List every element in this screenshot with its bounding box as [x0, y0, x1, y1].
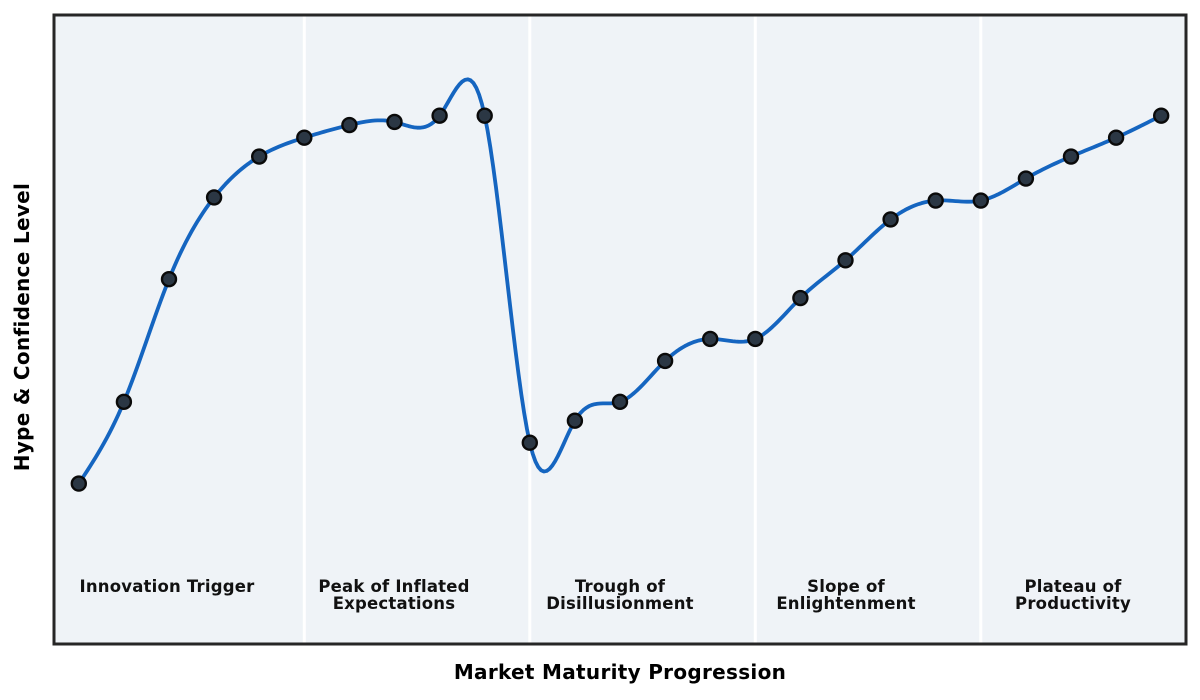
- data-point-marker: [1017, 170, 1035, 187]
- data-point-marker: [205, 189, 223, 206]
- data-point-marker: [521, 434, 538, 451]
- plot-background: [54, 15, 1186, 644]
- data-point-marker: [566, 412, 584, 429]
- data-point-marker: [611, 393, 629, 411]
- x-axis-label: Market Maturity Progression: [453, 660, 787, 684]
- phase-label-slope-of-enlightenment: Slope of Enlightenment: [776, 577, 916, 613]
- phase-label-innovation-trigger: Innovation Trigger: [79, 577, 255, 596]
- data-point-marker: [1152, 107, 1170, 124]
- y-axis-label: Hype & Confidence Level: [10, 182, 34, 472]
- phase-label-trough-of-disillusionment: Trough of Disillusionment: [546, 577, 694, 613]
- data-point-marker: [702, 330, 719, 348]
- data-point-marker: [837, 252, 854, 269]
- data-point-marker: [476, 107, 493, 124]
- data-point-marker: [656, 352, 674, 370]
- data-point-marker: [1062, 148, 1080, 165]
- data-point-marker: [431, 107, 448, 124]
- data-point-marker: [70, 475, 88, 492]
- data-point-marker: [160, 270, 178, 288]
- data-point-marker: [251, 148, 268, 165]
- plot-frame: [52, 13, 1188, 646]
- data-point-marker: [747, 330, 764, 348]
- data-point-marker: [1107, 129, 1125, 146]
- data-point-marker: [341, 116, 358, 134]
- data-point-marker: [115, 393, 133, 411]
- data-point-marker: [927, 192, 944, 209]
- data-point-marker: [972, 192, 989, 209]
- data-point-marker: [386, 113, 403, 131]
- phase-label-peak-of-inflated-expectations: Peak of Inflated Expectations: [318, 577, 470, 613]
- data-point-marker: [296, 129, 313, 146]
- data-point-marker: [882, 211, 899, 228]
- phase-label-plateau-of-productivity: Plateau of Productivity: [1015, 577, 1131, 613]
- data-point-marker: [792, 289, 809, 307]
